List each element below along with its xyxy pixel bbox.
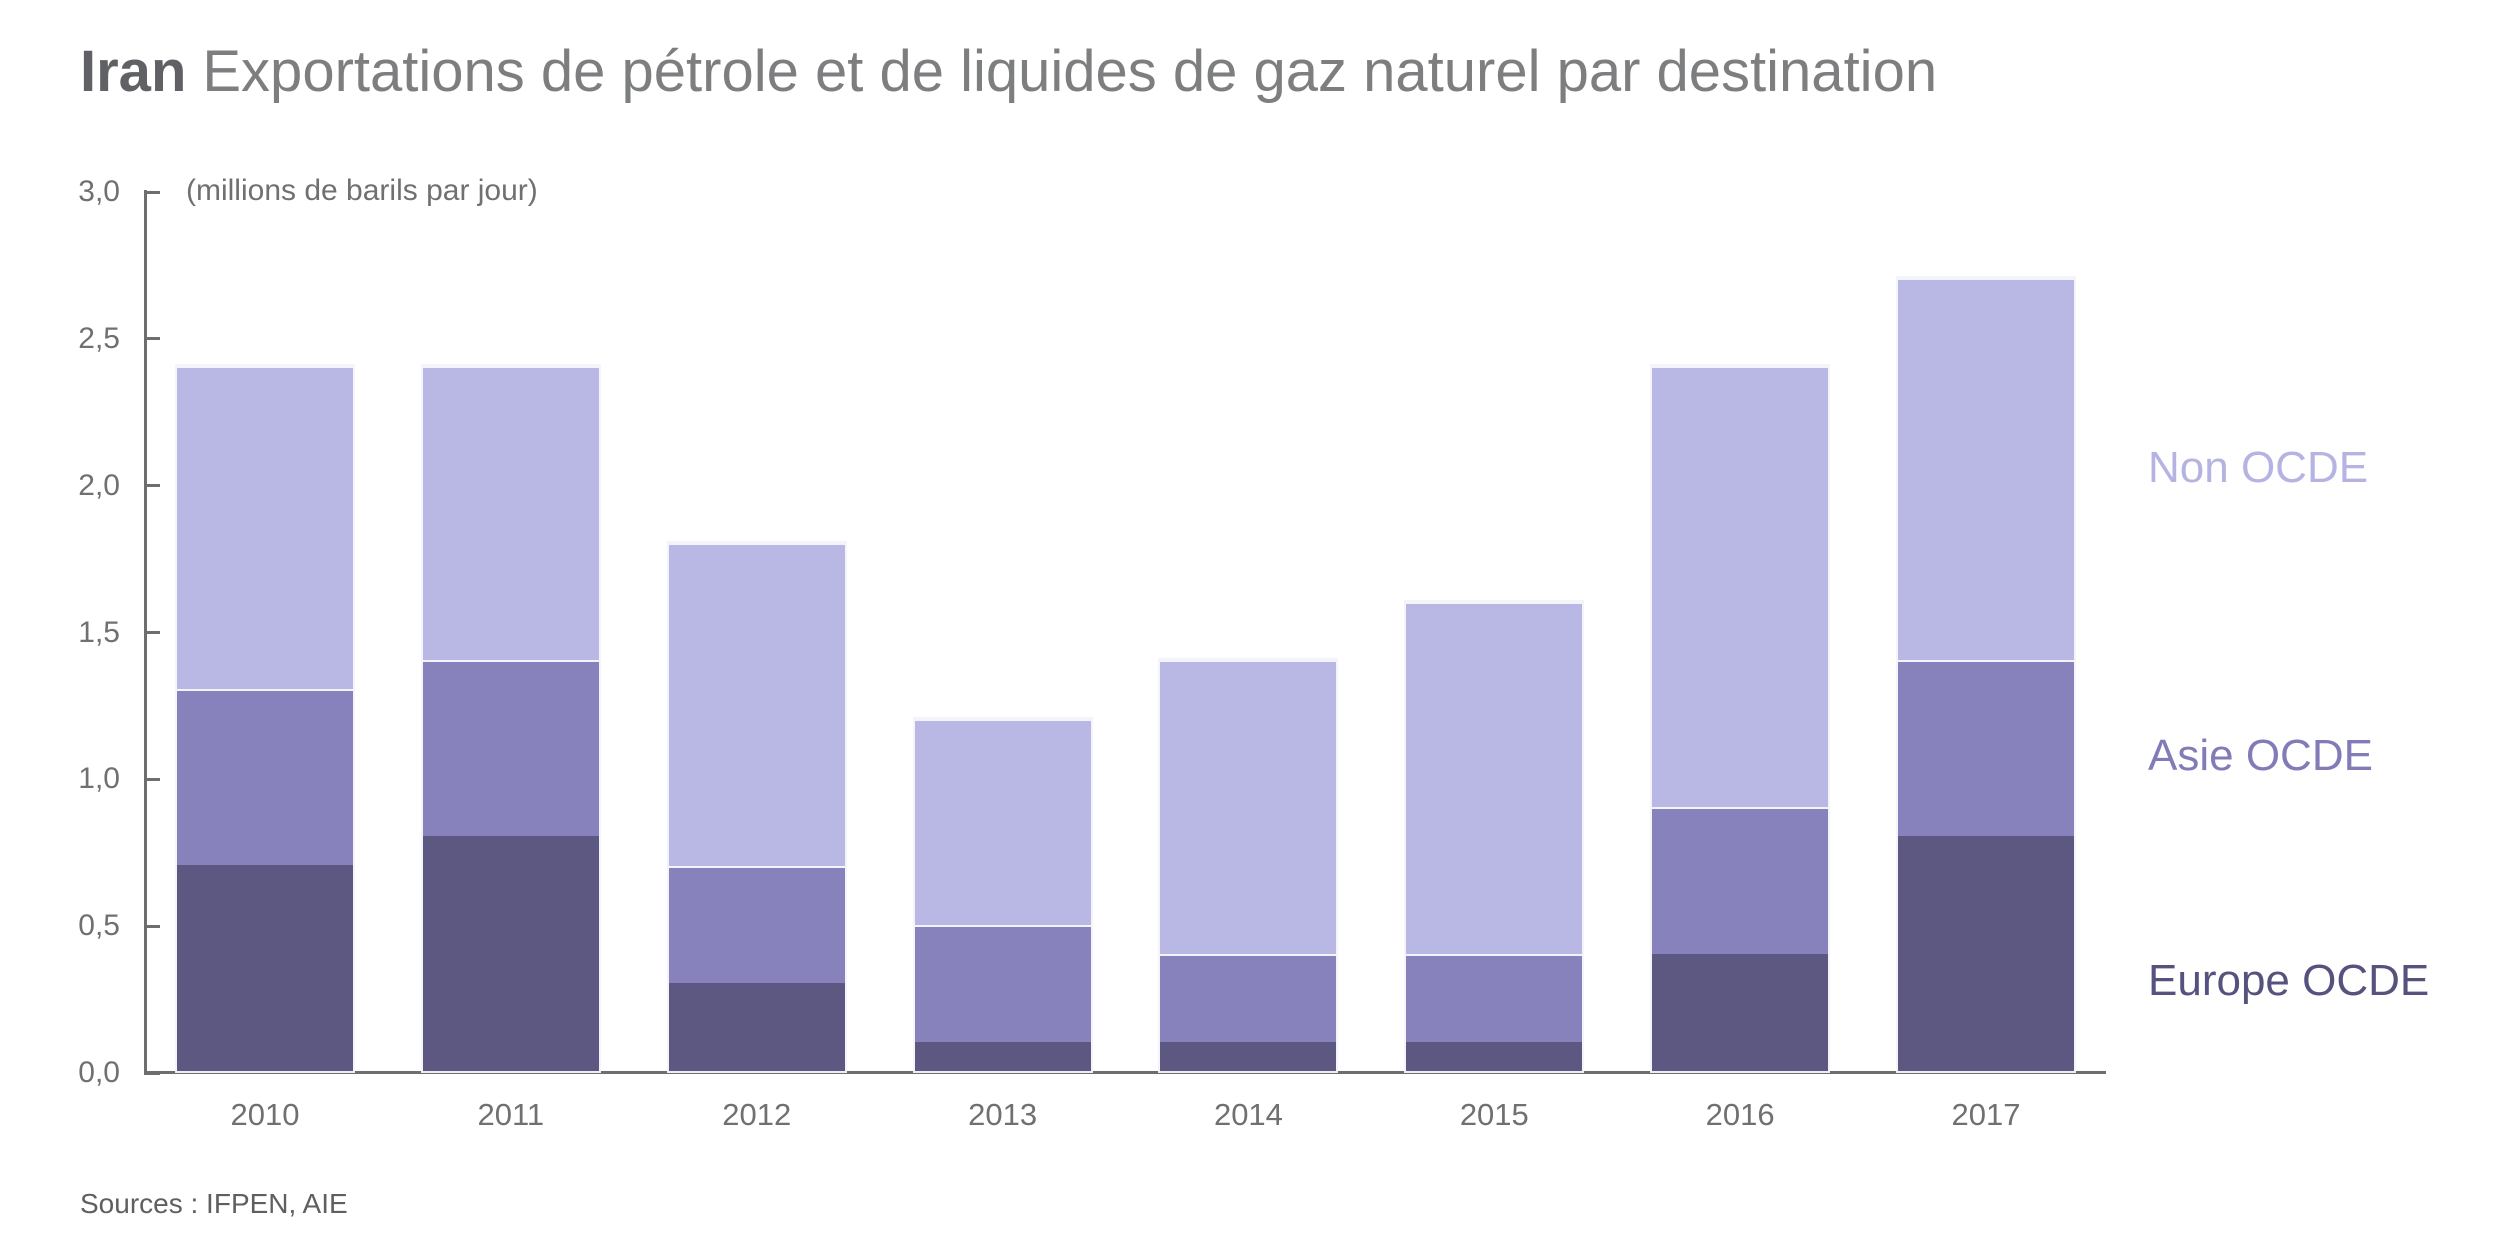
- bar-segment-2016-asie-ocde: [1652, 807, 1829, 954]
- bar-segment-2013-non-ocde: [914, 719, 1091, 925]
- y-tick-label-1,5: 1,5: [78, 615, 120, 649]
- x-axis-label-2012: 2012: [722, 1097, 792, 1132]
- sources-note: Sources : IFPEN, AIE: [80, 1188, 348, 1219]
- bar-segment-2011-non-ocde: [422, 366, 599, 660]
- y-tick-label-1,0: 1,0: [78, 762, 120, 796]
- x-axis-label-2013: 2013: [968, 1097, 1038, 1132]
- bar-segment-2017-asie-ocde: [1898, 660, 2075, 836]
- bar-segment-2010-asie-ocde: [177, 689, 353, 865]
- bar-segment-2013-europe-ocde: [914, 1042, 1091, 1071]
- x-axis-label-2015: 2015: [1459, 1097, 1529, 1132]
- bar-segment-2014-asie-ocde: [1160, 954, 1337, 1042]
- bar-segment-2015-asie-ocde: [1406, 954, 1583, 1042]
- chart-title-country: Iran: [80, 39, 187, 104]
- y-tick-mark-1,5: [144, 631, 160, 634]
- y-tick-mark-0,5: [144, 924, 160, 928]
- y-tick-label-2,5: 2,5: [78, 321, 120, 355]
- bar-segment-2012-non-ocde: [668, 543, 845, 866]
- bar-segment-2011-europe-ocde: [422, 836, 599, 1071]
- y-axis-unit-label: (millions de barils par jour): [186, 174, 538, 207]
- x-axis-label-2011: 2011: [477, 1097, 545, 1132]
- x-axis-label-2016: 2016: [1705, 1097, 1775, 1132]
- y-tick-label-3,0: 3,0: [78, 175, 120, 208]
- bar-2011: [422, 366, 599, 1071]
- bar-segment-2015-europe-ocde: [1406, 1042, 1583, 1071]
- bar-segment-2014-europe-ocde: [1160, 1042, 1337, 1071]
- y-tick-mark-0,0: [144, 1071, 160, 1075]
- plot-area: 0,0 0,5 1,0 1,5 2,0 2,5 3,0 2010 2011 2012 2013 201…: [78, 175, 2106, 1132]
- bar-2015: [1406, 602, 1583, 1071]
- bar-2017: [1898, 278, 2075, 1071]
- x-axis-label-2014: 2014: [1213, 1097, 1283, 1132]
- y-tick-label-2,0: 2,0: [78, 468, 120, 502]
- bar-2012: [668, 543, 845, 1071]
- legend-item-europe-ocde: Europe OCDE: [2148, 956, 2430, 1005]
- bar-segment-2015-non-ocde: [1406, 602, 1583, 954]
- chart-title: Iran Exportations de pétrole et de liquid…: [80, 36, 1937, 109]
- y-tick-label-0,5: 0,5: [78, 909, 120, 943]
- bar-segment-2013-asie-ocde: [914, 925, 1091, 1042]
- bar-2014: [1160, 660, 1337, 1071]
- bar-2016: [1652, 366, 1829, 1071]
- bar-segment-2014-non-ocde: [1160, 660, 1337, 954]
- x-axis-label-2017: 2017: [1951, 1097, 2021, 1132]
- bar-segment-2017-europe-ocde: [1898, 836, 2075, 1071]
- bar-segment-2011-asie-ocde: [422, 660, 599, 836]
- x-axis-label-2010: 2010: [230, 1097, 300, 1132]
- bar-segment-2010-non-ocde: [177, 366, 353, 689]
- legend-item-non-ocde: Non OCDE: [2148, 443, 2369, 492]
- bar-segment-2012-europe-ocde: [668, 983, 845, 1071]
- y-tick-label-0,0: 0,0: [78, 1056, 120, 1089]
- y-tick-mark-2,5: [144, 337, 160, 341]
- bar-segment-2010-europe-ocde: [177, 865, 353, 1071]
- y-tick-mark-3,0: [144, 190, 160, 194]
- legend-item-asie-ocde: Asie OCDE: [2148, 731, 2373, 780]
- bar-segment-2012-asie-ocde: [668, 866, 845, 983]
- bar-2013: [914, 719, 1091, 1071]
- y-tick-mark-2,0: [144, 484, 160, 488]
- bar-2010: [177, 366, 353, 1071]
- bar-segment-2016-europe-ocde: [1652, 954, 1829, 1071]
- x-axis-line: [144, 1071, 2106, 1074]
- y-tick-mark-1,0: [144, 777, 160, 781]
- bar-segment-2017-non-ocde: [1898, 278, 2075, 660]
- chart-title-subtitle: Exportations de pétrole et de liquides d…: [202, 39, 1938, 104]
- bar-segment-2016-non-ocde: [1652, 366, 1829, 807]
